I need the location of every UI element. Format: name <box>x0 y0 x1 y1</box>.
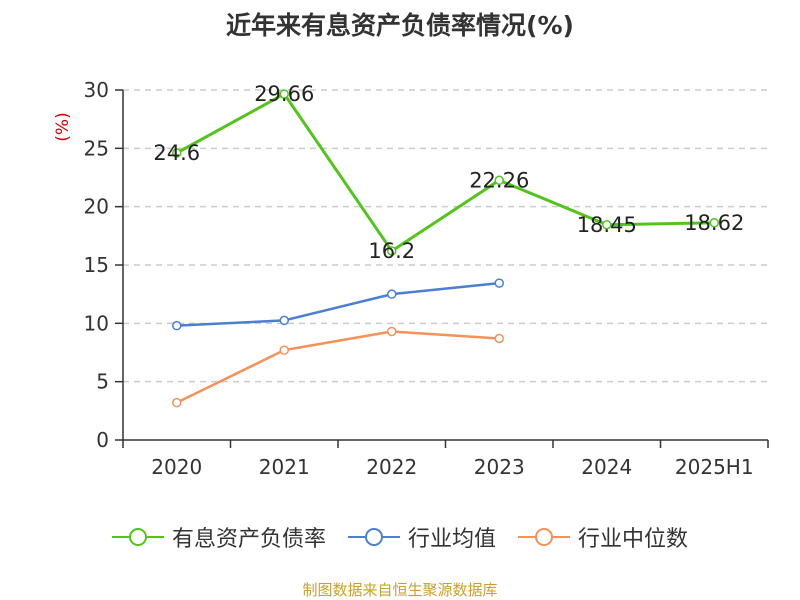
data-point[interactable] <box>387 289 397 299</box>
legend-label-3: 行业中位数 <box>578 527 689 552</box>
series-line-2 <box>176 281 500 327</box>
x-tick-label: 2020 <box>151 455 202 479</box>
y-tick-label: 10 <box>84 311 109 335</box>
x-tick-label: 2021 <box>259 455 310 479</box>
series-line-3 <box>176 330 500 404</box>
y-tick-label: 30 <box>84 78 109 102</box>
x-tick-label: 2022 <box>366 455 417 479</box>
source-note: 制图数据来自恒生聚源数据库 <box>302 581 498 599</box>
x-tick-label: 2025H1 <box>675 455 754 479</box>
data-label: 24.6 <box>153 141 200 165</box>
grid-lines <box>123 89 768 383</box>
x-tick-label: 2024 <box>581 455 632 479</box>
data-point[interactable] <box>709 218 719 228</box>
legend-marker-2 <box>347 528 400 546</box>
y-tick-label: 0 <box>96 428 109 452</box>
data-point[interactable] <box>279 345 289 355</box>
data-point[interactable] <box>602 220 612 230</box>
y-tick-label: 5 <box>96 370 109 394</box>
data-point[interactable] <box>172 320 182 331</box>
data-point[interactable] <box>387 246 397 256</box>
legend-item-1[interactable]: 有息资产负债率 <box>111 521 326 553</box>
data-point[interactable] <box>172 148 182 158</box>
legend-marker-1 <box>111 528 164 546</box>
data-labels: 24.6 29.66 16.2 22.26 18.45 18.62 <box>153 82 744 263</box>
x-tick-label: 2023 <box>474 455 525 479</box>
legend-marker-3 <box>518 528 570 546</box>
y-tick-label: 25 <box>84 136 109 160</box>
data-point[interactable] <box>494 278 504 288</box>
data-point[interactable] <box>279 89 289 99</box>
series-lines <box>172 89 719 408</box>
series-line-1 <box>176 92 715 253</box>
data-label: 29.66 <box>254 82 314 106</box>
y-tick-label: 15 <box>84 253 109 277</box>
legend: 有息资产负债率 行业均值 行业中位数 <box>0 521 800 553</box>
data-point[interactable] <box>387 326 397 337</box>
legend-label-2: 行业均值 <box>407 527 496 552</box>
legend-item-2[interactable]: 行业均值 <box>347 521 496 553</box>
data-label: 18.62 <box>684 211 744 235</box>
axes: 0 5 10 15 20 25 30 2020 2021 2022 2023 2024 2025H1 <box>84 78 769 479</box>
chart-title: 近年来有息资产负债率情况(%) <box>226 11 574 40</box>
data-label: 22.26 <box>469 168 529 192</box>
data-point[interactable] <box>494 333 504 344</box>
data-point[interactable] <box>279 315 289 326</box>
legend-item-3[interactable]: 行业中位数 <box>518 521 688 553</box>
data-point[interactable] <box>172 397 182 408</box>
data-point[interactable] <box>494 175 504 186</box>
data-label: 16.2 <box>368 239 415 263</box>
legend-label-1: 有息资产负债率 <box>171 527 326 552</box>
data-label: 18.45 <box>577 213 637 237</box>
y-tick-label: 20 <box>84 195 109 219</box>
y-axis-label: (%) <box>53 112 73 141</box>
